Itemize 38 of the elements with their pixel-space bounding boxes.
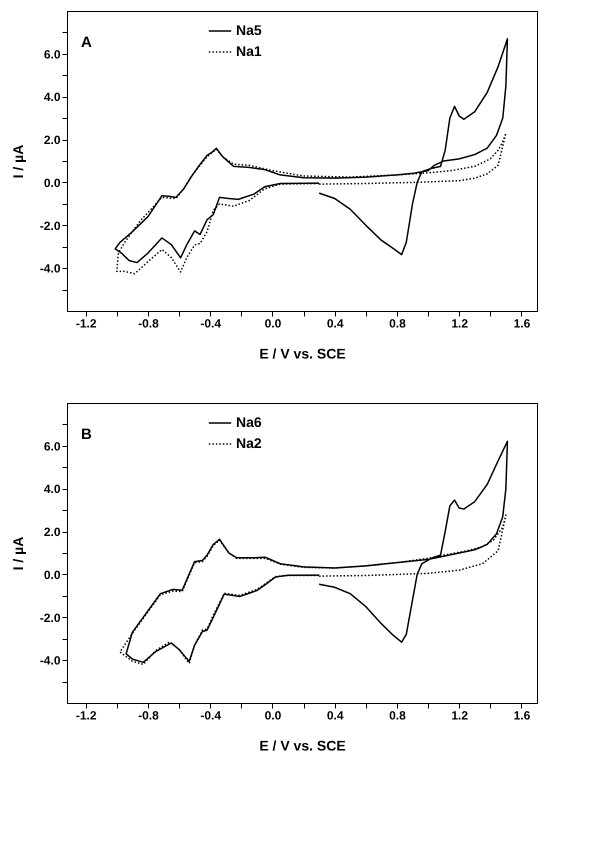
- y-tick-label: -2.0: [40, 610, 61, 625]
- y-tick-label: 6.0: [44, 47, 61, 62]
- y-tick-label: -4.0: [40, 654, 61, 668]
- x-tick-label: -0.4: [200, 708, 222, 722]
- x-tick-label: 0.0: [264, 316, 282, 330]
- y-tick-label: 2.0: [44, 525, 61, 540]
- x-tick-label: 0.4: [326, 316, 344, 330]
- x-tick-label: 0.0: [264, 708, 282, 722]
- y-axis-title: I / µA: [10, 144, 26, 178]
- x-tick-label: 1.2: [451, 316, 468, 330]
- y-tick-label: 4.0: [44, 482, 61, 496]
- legend-label: Na6: [236, 414, 262, 430]
- y-tick-label: 2.0: [44, 133, 61, 148]
- x-tick-label: 0.4: [326, 708, 344, 722]
- x-tick-label: 0.8: [389, 316, 406, 330]
- x-tick-label: 0.8: [389, 708, 406, 722]
- y-tick-label: 4.0: [44, 90, 61, 104]
- y-tick-label: 0.0: [44, 176, 61, 190]
- x-tick-label: -0.4: [200, 316, 222, 330]
- y-tick-label: 0.0: [44, 568, 61, 582]
- x-tick-label: 1.2: [451, 708, 468, 722]
- x-tick-label: 1.6: [514, 316, 531, 330]
- y-axis-title: I / µA: [10, 536, 26, 570]
- annotation: B: [81, 426, 92, 443]
- x-axis-title: E / V vs. SCE: [259, 738, 346, 754]
- x-tick-label: -1.2: [76, 316, 97, 330]
- x-tick-label: 1.6: [514, 708, 531, 722]
- y-tick-label: -4.0: [40, 262, 61, 276]
- legend-label: Na2: [236, 435, 262, 451]
- legend-label: Na1: [236, 43, 262, 59]
- x-tick-label: -0.8: [138, 708, 160, 722]
- x-axis-title: E / V vs. SCE: [259, 346, 346, 362]
- annotation: A: [81, 34, 92, 51]
- y-tick-label: -2.0: [40, 218, 61, 233]
- x-tick-label: -0.8: [138, 316, 160, 330]
- legend-label: Na5: [236, 22, 262, 38]
- y-tick-label: 6.0: [44, 439, 61, 454]
- x-tick-label: -1.2: [76, 708, 97, 722]
